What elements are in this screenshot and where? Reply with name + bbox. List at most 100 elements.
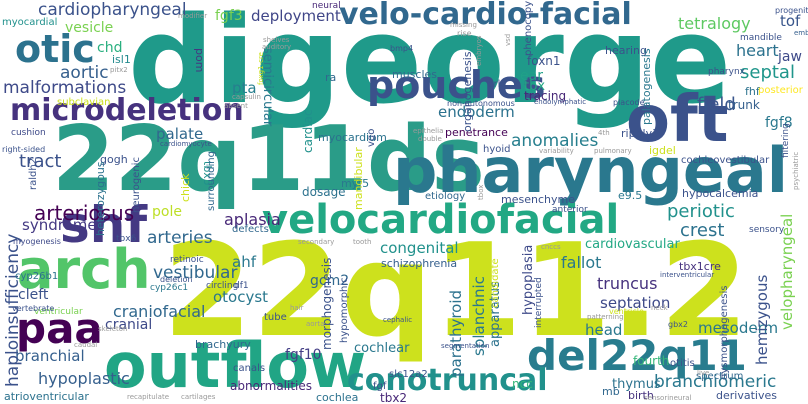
cloud-word-paa: paa	[16, 304, 103, 353]
cloud-word-non-autonomous: non-autonomous	[447, 99, 515, 108]
cloud-word-mb: mb	[602, 385, 620, 398]
cloud-word-deployment: deployment	[251, 7, 341, 25]
cloud-word-cyp26c1: cyp26c1	[150, 283, 189, 293]
cloud-word-birth: birth	[628, 389, 654, 402]
cloud-word-septal: septal	[740, 62, 795, 83]
cloud-word-tetralogy: tetralogy	[678, 14, 751, 33]
cloud-word-hair: hair	[290, 304, 304, 312]
cloud-word-neural: neural	[312, 1, 341, 11]
cloud-word-cartilages: cartilages	[181, 393, 216, 401]
cloud-word-psychiatric: psychiatric	[792, 151, 800, 190]
cloud-word-palatogenesis: palatogenesis	[640, 48, 653, 125]
cloud-word-variability: variability	[539, 147, 574, 155]
cloud-word-schizophrenia: schizophrenia	[381, 257, 458, 270]
cloud-word-tracing: tracing	[524, 89, 567, 103]
cloud-word-skeleton: skeleton	[98, 325, 128, 333]
cloud-word-fallot: fallot	[561, 253, 602, 272]
cloud-word-pouches: pouches	[367, 63, 546, 107]
cloud-word-defects: defects	[232, 224, 269, 235]
cloud-word-cardiopharyngeal: cardiopharyngeal	[38, 0, 187, 20]
cloud-word-recapitulate: recapitulate	[127, 393, 170, 401]
cloud-word-brachyury: brachyury	[195, 338, 251, 351]
cloud-word-aplasia: aplasia	[224, 210, 281, 229]
cloud-word-morphogenesis: morphogenesis	[320, 257, 334, 350]
cloud-word-mesenchyme: mesenchyme	[501, 193, 575, 206]
cloud-word-hypocalcemia: hypocalcemia	[682, 187, 759, 200]
cloud-word-myf5: myf5	[341, 177, 370, 190]
cloud-word-congenital: congenital	[380, 239, 459, 257]
cloud-word-anterior: anterior	[552, 205, 588, 215]
cloud-word-fourth: fourth	[633, 354, 670, 368]
cloud-word-pharynx: pharynx	[708, 67, 745, 77]
cloud-word-endolymphatic: endolymphatic	[534, 98, 587, 106]
cloud-word-phenocopy: phenocopy	[523, 0, 534, 56]
cloud-word-absent: absent	[224, 102, 248, 110]
cloud-word-cochlea: cochlea	[316, 391, 359, 404]
cloud-word-hearing: hearing	[605, 44, 648, 57]
cloud-word-tube: tube	[264, 312, 287, 323]
cloud-word-pulmonary: pulmonary	[594, 147, 632, 155]
cloud-word-dysmorphogenesis: dysmorphogenesis	[719, 285, 730, 380]
cloud-word-capsulin: capsulin	[232, 93, 261, 101]
cloud-word-epithelia: epithelia	[413, 127, 444, 135]
cloud-word-otitis: otitis	[670, 358, 695, 369]
cloud-word-chick: chick	[179, 173, 192, 203]
cloud-word-vestibular: vestibular	[153, 263, 238, 283]
cloud-word-cochleovestibular: cochleovestibular	[681, 155, 770, 166]
cloud-word-craniofacial: craniofacial	[113, 302, 206, 321]
cloud-word-cardiomyocyte: cardiomyocyte	[160, 140, 212, 148]
cloud-word-e9-5: e9.5	[618, 189, 643, 202]
cloud-word-cardiac: cardiac	[301, 109, 315, 153]
cloud-word-cleft: cleft	[18, 287, 49, 303]
cloud-word-right-sided: right-sided	[2, 145, 46, 154]
cloud-word-otic: otic	[15, 27, 95, 71]
cloud-word-igdel: igdel	[649, 144, 676, 157]
cloud-word-jaw: jaw	[778, 49, 802, 65]
cloud-word-pole: pole	[152, 204, 182, 220]
cloud-word-live: live	[697, 369, 710, 377]
cloud-word-cnccs: cnccs	[541, 243, 561, 251]
cloud-word-cranial: cranial	[105, 317, 153, 333]
cloud-word-segmentation: segmentation	[441, 342, 490, 350]
cloud-word-mandibular: mandibular	[352, 147, 365, 210]
cloud-word-fgf: fgf	[373, 381, 387, 392]
cloud-word-caudal: caudal	[74, 341, 98, 349]
cloud-word-gogh: gogh	[100, 153, 128, 166]
cloud-word-surrounding: surrounding	[206, 151, 217, 211]
cloud-word-neck: neck	[651, 304, 668, 312]
cloud-word-candidate: candidate	[490, 258, 501, 308]
cloud-word-endoderm: endoderm	[438, 103, 515, 121]
cloud-word-fgf8: fgf8	[765, 115, 793, 131]
cloud-word-cephalic: cephalic	[383, 316, 413, 324]
cloud-word-oft: oft	[626, 83, 729, 157]
cloud-word-chd: chd	[97, 40, 123, 56]
cloud-word-auditory: auditory	[262, 43, 292, 51]
cloud-word-modifier: modifier	[178, 12, 208, 20]
cloud-word-foxg1-cre: foxg1-cre	[257, 52, 265, 85]
cloud-word-22q11ds: 22q11ds	[52, 107, 485, 212]
cloud-word-df1: df1	[234, 281, 249, 291]
cloud-word-muscles: muscles	[392, 68, 438, 81]
cloud-word-filtering: filtering	[781, 123, 791, 158]
cloud-word-tof: tof	[780, 12, 801, 30]
cloud-word-bmp4: bmp4	[390, 44, 414, 53]
cloud-word-placode: placode	[613, 98, 645, 107]
cloud-word-cushion: cushion	[11, 128, 46, 138]
cloud-word-vgo: vgo	[366, 128, 377, 147]
cloud-word-atrioventricular: atrioventricular	[4, 390, 89, 403]
cloud-word-foxn1: foxn1	[527, 54, 561, 68]
cloud-word-periotic: periotic	[667, 201, 735, 222]
cloud-word-organogenesis: organogenesis	[461, 51, 474, 133]
cloud-word-retinoic: retinoic	[170, 255, 204, 265]
cloud-word-myocardial: myocardial	[2, 17, 58, 28]
cloud-word-tbx6: tbx6	[116, 234, 137, 244]
cloud-word-fhf: fhf	[745, 85, 760, 98]
cloud-word-microdeletion: microdeletion	[10, 93, 244, 128]
cloud-word-ventricle: ventricle	[609, 307, 644, 316]
cloud-word-syndromes: syndromes	[22, 216, 105, 234]
cloud-word-outflow: outflow	[104, 329, 367, 402]
cloud-word-anomalies: anomalies	[511, 131, 599, 151]
cloud-word-hyoid: hyoid	[483, 144, 511, 155]
cloud-word-head: head	[585, 321, 623, 339]
